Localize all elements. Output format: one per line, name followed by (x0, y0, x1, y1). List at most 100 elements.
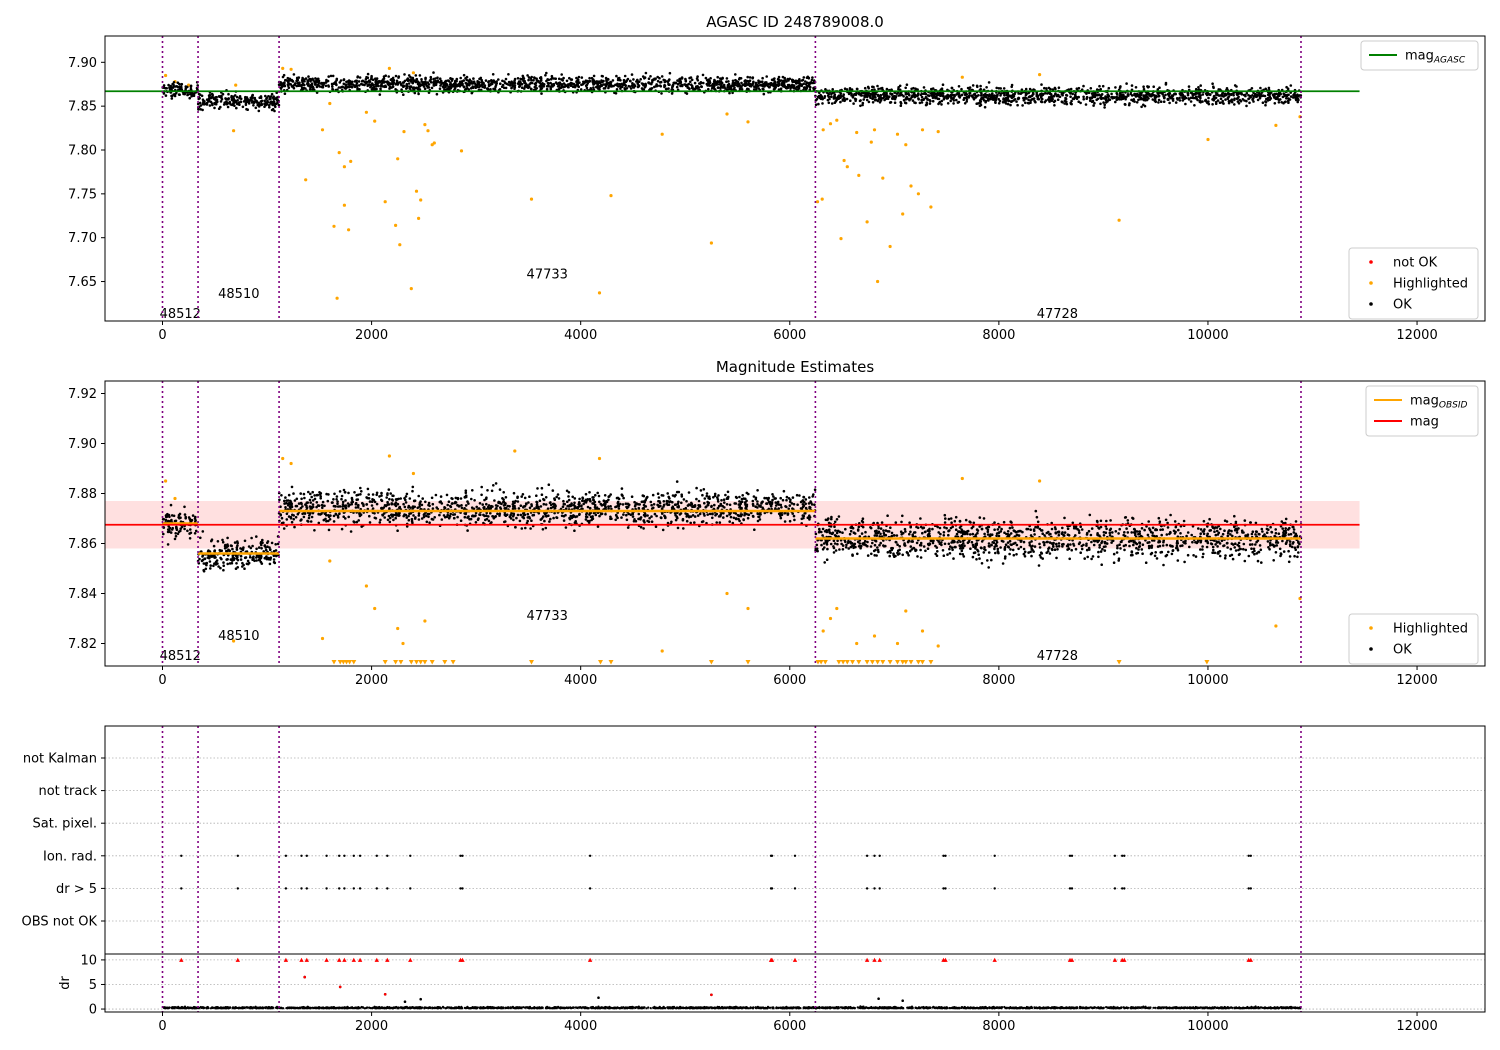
agasc-ok-point (290, 78, 294, 82)
magnitude-ok-point (367, 497, 371, 500)
agasc-ok-point (1110, 92, 1113, 96)
agasc-ok-point (902, 95, 905, 98)
agasc-ok-point (347, 79, 351, 82)
agasc-ok-point (378, 81, 381, 84)
agasc-ok-point (550, 74, 554, 78)
magnitude-ok-point (556, 493, 560, 496)
agasc-ok-point (382, 75, 386, 78)
agasc-ok-point (366, 72, 370, 76)
agasc-ok-point (513, 84, 517, 87)
agasc-ok-point (1146, 86, 1150, 89)
agasc-xtick-label: 2000 (355, 328, 388, 343)
agasc-ok-point (933, 95, 936, 99)
magnitude-highlighted-point (423, 619, 427, 623)
agasc-ok-point (314, 80, 317, 83)
magnitude-ok-point (463, 515, 467, 519)
agasc-ok-point (637, 85, 640, 88)
magnitude-ok-point (357, 493, 360, 497)
agasc-ok-point (519, 82, 523, 85)
agasc-ok-point (1009, 103, 1012, 107)
agasc-ok-point (358, 76, 362, 79)
agasc-ok-point (1277, 101, 1281, 104)
magnitude-highlighted-point (281, 456, 285, 461)
agasc-ok-point (913, 95, 916, 99)
agasc-ok-point (1207, 100, 1210, 103)
agasc-ok-point (259, 95, 263, 98)
magnitude-ok-point (653, 512, 657, 516)
magnitude-ok-point (624, 502, 628, 506)
agasc-ok-point (588, 76, 591, 80)
agasc-ok-point (979, 94, 983, 97)
agasc-ok-point (1166, 97, 1170, 101)
agasc-ok-point (659, 80, 663, 84)
magnitude-ok-point (368, 514, 371, 518)
magnitude-ok-point (597, 494, 601, 498)
agasc-ok-point (1052, 100, 1056, 104)
magnitude-ok-point (562, 499, 565, 503)
magnitude-ok-point (450, 497, 453, 500)
agasc-ok-point (897, 86, 900, 89)
magnitude-ok-point (466, 529, 469, 532)
magnitude-ok-point (440, 518, 444, 521)
magnitude-ok-point (751, 499, 755, 503)
magnitude-ok-point (772, 495, 775, 498)
agasc-ok-point (374, 77, 377, 80)
magnitude-ok-point (785, 498, 788, 502)
magnitude-ok-point (800, 517, 804, 521)
agasc-ok-point (350, 85, 353, 88)
magnitude-ok-point (485, 502, 488, 506)
magnitude-ok-point (285, 512, 289, 516)
agasc-ok-point (271, 103, 274, 107)
agasc-ok-point (874, 96, 877, 99)
magnitude-ok-point (620, 487, 624, 490)
agasc-ok-point (527, 78, 530, 82)
agasc-highlighted-point (1117, 218, 1121, 222)
magnitude-ok-point (486, 489, 489, 492)
agasc-highlighted-point (872, 128, 877, 132)
agasc-ok-point (963, 96, 966, 100)
agasc-ok-point (375, 79, 379, 83)
agasc-ok-point (924, 96, 927, 100)
agasc-ok-point (1230, 98, 1234, 101)
agasc-ok-point (259, 100, 263, 103)
agasc-ok-point (501, 79, 504, 83)
magnitude-highlighted-point (872, 634, 877, 638)
agasc-ok-point (459, 80, 463, 84)
agasc-ok-point (1156, 88, 1160, 91)
agasc-ok-point (592, 82, 596, 85)
agasc-ok-point (442, 86, 445, 89)
agasc-ok-point (273, 97, 276, 100)
agasc-ok-point (474, 86, 478, 89)
agasc-ok-point (797, 81, 800, 85)
agasc-ok-point (1139, 93, 1143, 96)
agasc-ok-point (756, 84, 760, 88)
magnitude-obsid-label: 47733 (527, 609, 568, 624)
magnitude-ok-point (430, 496, 434, 500)
agasc-ok-point (449, 86, 453, 90)
magnitude-ok-point (304, 503, 307, 506)
agasc-ok-point (246, 108, 249, 111)
magnitude-ok-point (264, 548, 268, 552)
agasc-ok-point (1198, 100, 1202, 103)
magnitude-ok-point (548, 520, 551, 523)
magnitude-ok-point (222, 561, 225, 564)
agasc-ok-point (1280, 101, 1283, 104)
agasc-ok-point (450, 79, 454, 82)
magnitude-ok-point (366, 487, 370, 491)
agasc-obsid-label: 48510 (218, 287, 259, 302)
agasc-ok-point (741, 83, 745, 87)
agasc-ok-point (509, 84, 512, 87)
magnitude-clipped-marker (450, 660, 456, 665)
agasc-ok-point (768, 86, 771, 89)
agasc-ok-point (910, 87, 913, 91)
agasc-ok-point (1035, 93, 1039, 96)
magnitude-ok-point (403, 505, 407, 509)
agasc-ok-point (911, 94, 914, 97)
agasc-highlighted-point (904, 143, 908, 147)
magnitude-ok-point (710, 504, 713, 508)
agasc-highlighted-point (746, 120, 750, 124)
magnitude-ok-point (229, 544, 233, 547)
agasc-ok-point (765, 81, 768, 84)
agasc-ok-point (1032, 97, 1035, 101)
agasc-ok-point (462, 79, 466, 82)
